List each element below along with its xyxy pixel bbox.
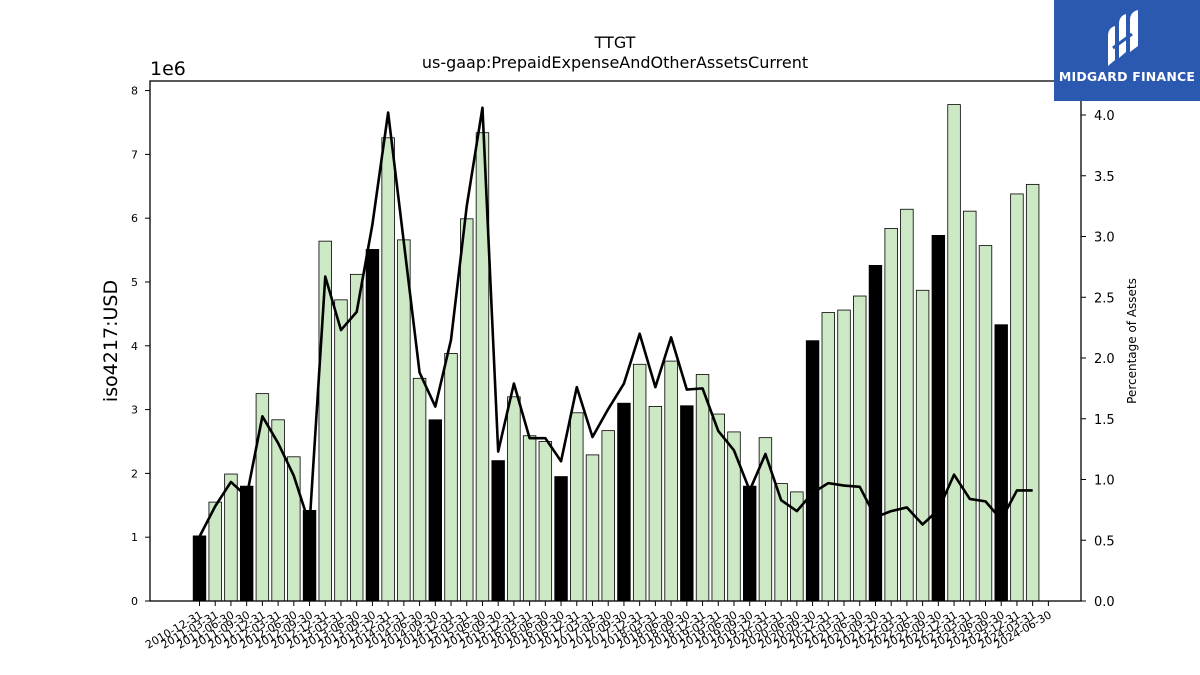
- chart-title: TTGT: [594, 33, 636, 52]
- bar: [695, 374, 710, 602]
- bar: [271, 419, 285, 602]
- bar: [978, 245, 993, 602]
- bar: [1025, 183, 1040, 602]
- bar: [585, 454, 600, 602]
- y-tick-label: 7: [131, 148, 138, 161]
- bar-year-end: [868, 264, 883, 602]
- y2-tick-label: 4.0: [1094, 109, 1115, 124]
- bar: [648, 405, 663, 602]
- ratio-line-group: [198, 106, 1033, 538]
- chart-subtitle: us-gaap:PrepaidExpenseAndOtherAssetsCurr…: [422, 53, 808, 72]
- bar-year-end: [365, 249, 380, 602]
- y2-tick-label: 0.0: [1094, 595, 1115, 610]
- y-axis-label: iso4217:USD: [100, 280, 122, 402]
- y2-axis-label: Percentage of Assets: [1125, 278, 1139, 404]
- y2-tick-label: 1.0: [1094, 474, 1115, 489]
- bar-year-end: [239, 485, 254, 602]
- bar: [727, 431, 741, 602]
- brand-logo: MIDGARD FINANCE: [1054, 0, 1200, 101]
- bar: [444, 353, 458, 602]
- bar-year-end: [743, 485, 757, 602]
- bar: [224, 473, 238, 602]
- bar: [1010, 193, 1024, 602]
- axes: 0123456780.00.51.01.52.02.53.03.54.02010…: [131, 80, 1115, 652]
- bar: [632, 363, 647, 602]
- brand-name: MIDGARD FINANCE: [1058, 69, 1196, 84]
- bar: [853, 295, 867, 602]
- y-tick-label: 4: [131, 340, 138, 353]
- plot-frame: [149, 80, 1082, 602]
- bar: [538, 441, 553, 602]
- y2-tick-label: 2.5: [1094, 291, 1115, 306]
- y-tick-label: 6: [131, 212, 138, 225]
- y-tick-label: 2: [131, 467, 138, 480]
- bar-year-end: [192, 535, 207, 602]
- bar: [334, 299, 348, 602]
- y-offset-label: 1e6: [150, 58, 186, 80]
- bar-year-end: [805, 340, 820, 602]
- bar: [381, 137, 395, 602]
- bar: [507, 396, 521, 602]
- y-tick-label: 8: [131, 85, 138, 98]
- bar: [570, 412, 584, 602]
- bar: [900, 208, 914, 602]
- y2-tick-label: 3.5: [1094, 170, 1115, 185]
- y2-tick-label: 1.5: [1094, 413, 1115, 428]
- bar: [460, 218, 474, 602]
- bar: [522, 435, 537, 602]
- y2-tick-label: 3.0: [1094, 231, 1115, 246]
- bar: [884, 227, 898, 602]
- bar: [837, 309, 851, 602]
- bar-year-end: [994, 324, 1008, 602]
- bar: [711, 413, 725, 602]
- ratio-line: [198, 106, 1033, 538]
- y-tick-label: 3: [131, 404, 138, 417]
- y-tick-label: 1: [131, 531, 138, 544]
- bar-year-end: [554, 476, 568, 602]
- bar: [915, 289, 930, 602]
- bar-year-end: [428, 419, 443, 602]
- bar: [821, 312, 836, 602]
- bar-year-end: [491, 460, 505, 602]
- bar: [397, 239, 411, 602]
- midgard-logo-icon: [1108, 10, 1138, 66]
- bar: [412, 377, 427, 602]
- y2-tick-label: 2.0: [1094, 352, 1115, 367]
- bar-year-end: [931, 235, 946, 602]
- bar: [664, 360, 678, 602]
- y-tick-label: 0: [131, 595, 138, 608]
- bar: [963, 210, 977, 602]
- bar: [349, 273, 364, 602]
- y2-tick-label: 0.5: [1094, 534, 1115, 549]
- bar-year-end: [680, 405, 694, 602]
- y-tick-label: 5: [131, 276, 138, 289]
- bar: [947, 104, 961, 602]
- bar-year-end: [617, 402, 631, 602]
- bar: [601, 430, 615, 602]
